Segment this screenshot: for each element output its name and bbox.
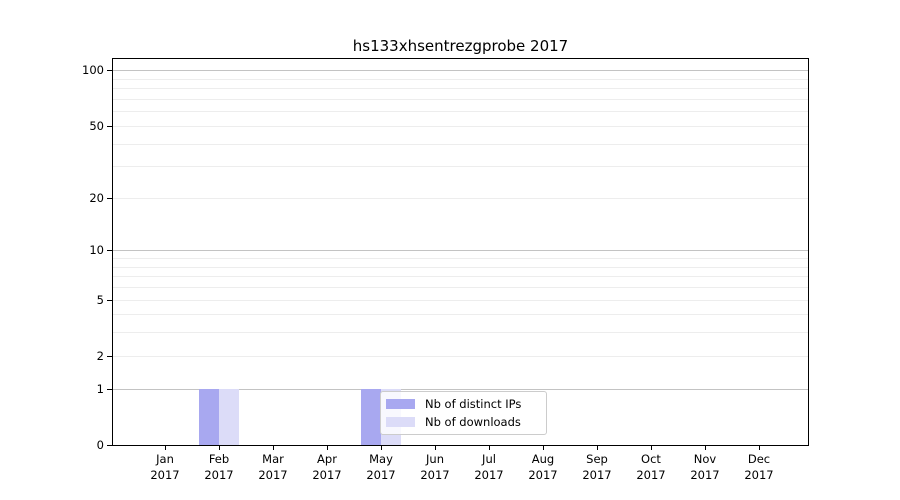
x-tick-mark (705, 446, 706, 450)
gridline-major (113, 70, 808, 72)
gridline-minor (113, 314, 808, 316)
y-tick-label: 0 (96, 438, 104, 452)
x-tick-year: 2017 (366, 468, 396, 482)
x-tick-label: Dec 2017 (732, 451, 786, 483)
x-tick-year: 2017 (204, 468, 234, 482)
gridline-minor (113, 332, 808, 334)
x-tick-year: 2017 (528, 468, 558, 482)
x-tick-month: Jan (156, 452, 174, 466)
x-tick-mark (381, 446, 382, 450)
x-tick-label: Mar 2017 (246, 451, 300, 483)
gridline-minor (113, 98, 808, 100)
x-tick-year: 2017 (420, 468, 450, 482)
x-tick-month: Oct (641, 452, 661, 466)
x-tick-mark (165, 446, 166, 450)
x-tick-month: Aug (531, 452, 555, 466)
y-tick-mark (107, 299, 112, 301)
x-tick-year: 2017 (474, 468, 504, 482)
gridline-minor (113, 88, 808, 90)
legend-label-distinct-ips: Nb of distinct IPs (425, 397, 522, 411)
y-tick-label: 5 (96, 292, 104, 307)
x-tick-year: 2017 (258, 468, 288, 482)
x-tick-year: 2017 (744, 468, 774, 482)
y-tick-mark (107, 355, 112, 357)
x-tick-year: 2017 (690, 468, 720, 482)
y-tick-mark (107, 388, 112, 390)
x-tick-label: Aug 2017 (516, 451, 570, 483)
gridline-major (113, 388, 808, 390)
x-tick-mark (273, 446, 274, 450)
x-tick-month: Jul (482, 452, 496, 466)
x-tick-label: Apr 2017 (300, 451, 354, 483)
gridline-minor (113, 355, 808, 357)
x-tick-month: May (369, 452, 393, 466)
y-tick-mark (107, 125, 112, 127)
y-tick-label: 100 (82, 63, 104, 78)
gridline-minor (113, 166, 808, 168)
x-tick-month: Dec (747, 452, 771, 466)
y-tick-mark (107, 445, 112, 446)
gridline-minor (113, 125, 808, 127)
x-tick-mark (327, 446, 328, 450)
gridline-minor (113, 299, 808, 301)
x-tick-year: 2017 (150, 468, 180, 482)
x-tick-month: Apr (317, 452, 337, 466)
x-tick-month: Nov (693, 452, 717, 466)
x-tick-label: Nov 2017 (678, 451, 732, 483)
gridline-minor (113, 143, 808, 145)
legend-swatch-downloads-icon (386, 417, 415, 427)
bar-downloads (219, 388, 239, 445)
legend-swatch-distinct-ips-icon (386, 399, 415, 409)
y-tick-mark (107, 70, 112, 72)
x-tick-label: Jun 2017 (408, 451, 462, 483)
x-tick-label: Oct 2017 (624, 451, 678, 483)
x-tick-year: 2017 (636, 468, 666, 482)
x-tick-year: 2017 (312, 468, 342, 482)
x-tick-month: Sep (586, 452, 608, 466)
x-tick-label: Sep 2017 (570, 451, 624, 483)
gridline-minor (113, 197, 808, 199)
chart-title: hs133xhsentrezgprobe 2017 (352, 37, 569, 55)
x-tick-month: Jun (426, 452, 444, 466)
x-tick-label: Jan 2017 (138, 451, 192, 483)
plot-area: Nb of distinct IPs Nb of downloads (112, 58, 809, 446)
x-tick-mark (597, 446, 598, 450)
x-tick-mark (651, 446, 652, 450)
x-tick-mark (759, 446, 760, 450)
gridline-major (113, 250, 808, 252)
x-tick-mark (219, 446, 220, 450)
gridline-minor (113, 111, 808, 113)
gridline-minor (113, 258, 808, 259)
x-tick-mark (489, 446, 490, 450)
gridline-minor (113, 287, 808, 288)
y-tick-label: 10 (89, 243, 104, 258)
x-tick-label: Jul 2017 (462, 451, 516, 483)
legend-label-downloads: Nb of downloads (425, 415, 521, 429)
x-tick-label: Feb 2017 (192, 451, 246, 483)
x-tick-mark (543, 446, 544, 450)
y-tick-mark (107, 250, 112, 252)
y-tick-label: 2 (96, 348, 104, 363)
legend: Nb of distinct IPs Nb of downloads (380, 391, 547, 435)
y-tick-label: 1 (96, 381, 104, 396)
y-tick-label: 20 (89, 190, 104, 205)
x-tick-mark (435, 446, 436, 450)
x-tick-year: 2017 (582, 468, 612, 482)
x-tick-label: May 2017 (354, 451, 408, 483)
gridline-minor (113, 276, 808, 278)
y-tick-label: 50 (89, 118, 104, 133)
x-tick-month: Mar (262, 452, 284, 466)
bar-distinct-ips (199, 388, 219, 445)
bar-distinct-ips (361, 388, 381, 445)
gridline-minor (113, 78, 808, 80)
legend-item-downloads: Nb of downloads (386, 415, 538, 429)
gridline-minor (113, 266, 808, 268)
x-tick-month: Feb (208, 452, 230, 466)
y-tick-mark (107, 197, 112, 199)
legend-item-distinct-ips: Nb of distinct IPs (386, 397, 538, 411)
